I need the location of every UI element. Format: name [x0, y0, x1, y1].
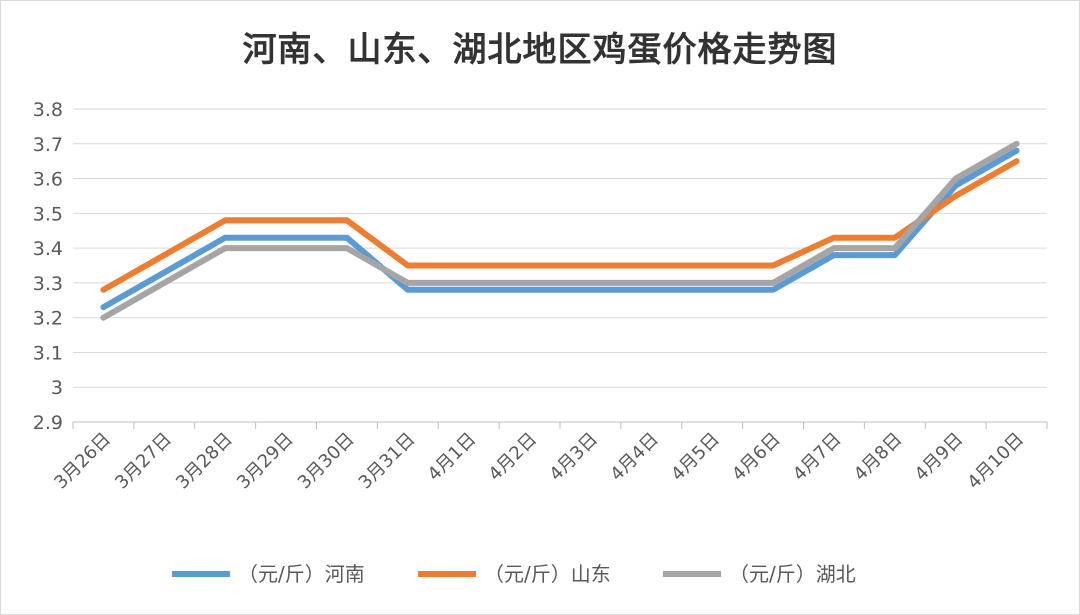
x-tick-label: 4月9日 [911, 429, 968, 486]
x-tick-label: 3月31日 [355, 429, 420, 494]
y-tick-label: 3.1 [33, 342, 63, 364]
x-tick-label: 4月1日 [424, 429, 481, 486]
x-tick-label: 4月8日 [850, 429, 907, 486]
y-tick-label: 3.6 [33, 169, 63, 191]
y-tick-label: 3.2 [33, 308, 63, 330]
y-tick-label: 3.7 [33, 134, 63, 156]
legend-label: （元/斤）湖北 [729, 562, 856, 586]
y-tick-label: 3.5 [33, 203, 63, 225]
chart-title: 河南、山东、湖北地区鸡蛋价格走势图 [242, 30, 838, 70]
x-tick-label: 3月28日 [172, 429, 237, 494]
legend-label: （元/斤）河南 [238, 562, 365, 586]
y-tick-label: 2.9 [33, 412, 63, 434]
x-tick-label: 4月2日 [485, 429, 542, 486]
x-tick-label: 4月7日 [789, 429, 846, 486]
legend-label: （元/斤）山东 [484, 562, 611, 586]
y-tick-label: 3.4 [33, 238, 63, 260]
y-tick-label: 3.8 [33, 99, 63, 121]
series-lines [100, 140, 1020, 321]
x-tick-label: 3月26日 [50, 429, 115, 494]
x-tick-label: 3月30日 [294, 429, 359, 494]
x-tick-label: 4月3日 [545, 429, 602, 486]
y-axis-ticks: 3.8 3.7 3.6 3.5 3.4 3.3 3.2 3.1 3 2.9 [33, 99, 63, 434]
y-tick-label: 3.3 [33, 273, 63, 295]
x-tick-label: 4月10日 [963, 429, 1028, 494]
x-tick-label: 4月4日 [606, 429, 663, 486]
x-tick-label: 4月5日 [667, 429, 724, 486]
x-tick-label: 4月6日 [728, 429, 785, 486]
x-tick-label: 3月29日 [233, 429, 298, 494]
series-line-0 [100, 147, 1020, 311]
x-tick-label: 3月27日 [111, 429, 176, 494]
series-line-2 [100, 140, 1020, 321]
y-tick-label: 3 [51, 377, 63, 399]
series-line-1 [100, 158, 1020, 293]
legend: （元/斤）河南 （元/斤）山东 （元/斤）湖北 [172, 562, 856, 586]
